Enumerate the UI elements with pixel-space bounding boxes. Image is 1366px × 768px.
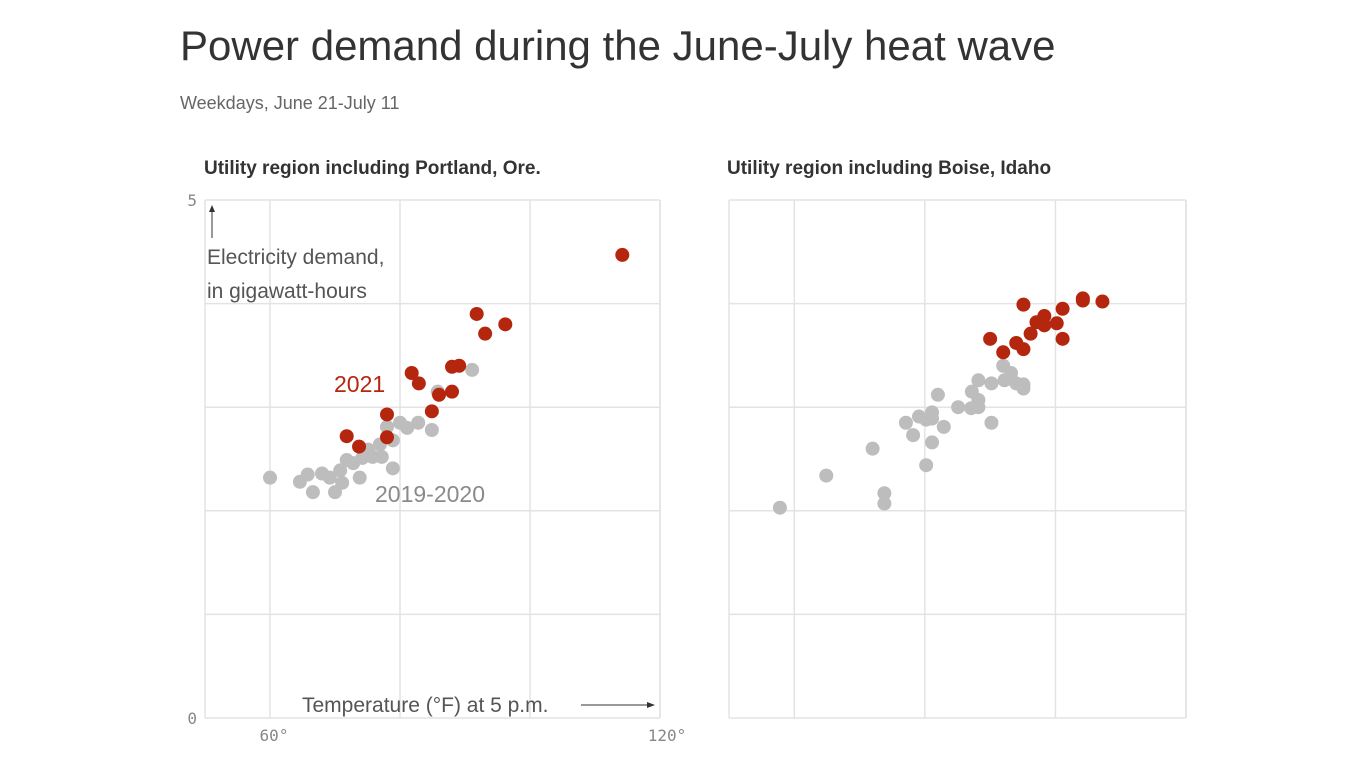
data-point-y2021 bbox=[1016, 342, 1031, 357]
data-point-y2021 bbox=[404, 366, 419, 381]
data-point-y2021 bbox=[1095, 294, 1110, 309]
data-point-y2021 bbox=[1055, 331, 1070, 346]
data-point-y2019-2020 bbox=[906, 428, 921, 443]
data-point-y2021 bbox=[469, 306, 484, 321]
x-axis-label: Temperature (°F) at 5 p.m. bbox=[302, 694, 548, 717]
data-point-y2021 bbox=[339, 429, 354, 444]
data-point-y2021 bbox=[424, 404, 439, 419]
chart-title: Power demand during the June-July heat w… bbox=[180, 22, 1056, 69]
data-point-y2019-2020 bbox=[400, 420, 415, 435]
data-point-y2021 bbox=[352, 439, 367, 454]
data-point-y2019-2020 bbox=[333, 463, 348, 478]
data-point-y2019-2020 bbox=[930, 387, 945, 402]
data-point-y2019-2020 bbox=[305, 485, 320, 500]
x-tick-120: 120° bbox=[648, 726, 687, 745]
panel-title-portland: Utility region including Portland, Ore. bbox=[204, 158, 541, 179]
data-point-y2019-2020 bbox=[322, 470, 337, 485]
data-point-y2021 bbox=[1037, 318, 1052, 333]
data-point-y2019-2020 bbox=[819, 468, 834, 483]
chart-subtitle: Weekdays, June 21-July 11 bbox=[180, 93, 400, 113]
data-point-y2019-2020 bbox=[865, 441, 880, 456]
data-point-y2019-2020 bbox=[971, 373, 986, 388]
data-point-y2019-2020 bbox=[1016, 381, 1031, 396]
data-point-y2019-2020 bbox=[263, 470, 277, 485]
y-axis-arrowhead bbox=[209, 205, 215, 212]
x-tick-60: 60° bbox=[260, 726, 289, 745]
y-axis-label-line1: Electricity demand, bbox=[207, 246, 384, 269]
data-point-y2021 bbox=[432, 387, 446, 402]
data-point-y2019-2020 bbox=[772, 500, 787, 515]
data-point-y2019-2020 bbox=[919, 458, 934, 473]
data-point-y2019-2020 bbox=[385, 461, 400, 476]
data-point-y2019-2020 bbox=[411, 415, 426, 430]
y-axis-label-line2: in gigawatt-hours bbox=[207, 280, 367, 303]
data-point-y2019-2020 bbox=[380, 419, 394, 434]
data-point-y2021 bbox=[1016, 297, 1031, 312]
panel-boise bbox=[728, 199, 1187, 719]
data-point-y2021 bbox=[996, 345, 1011, 360]
data-point-y2019-2020 bbox=[925, 435, 940, 450]
series-label-2021: 2021 bbox=[334, 371, 385, 397]
y-tick-5: 5 bbox=[187, 191, 197, 210]
data-point-y2019-2020 bbox=[335, 475, 350, 490]
data-point-y2021 bbox=[445, 384, 459, 399]
data-point-y2021 bbox=[380, 430, 394, 445]
data-point-y2019-2020 bbox=[984, 376, 999, 391]
data-point-y2019-2020 bbox=[997, 373, 1012, 388]
data-point-y2019-2020 bbox=[936, 419, 951, 434]
data-point-y2019-2020 bbox=[984, 415, 999, 430]
data-point-y2021 bbox=[452, 358, 467, 373]
data-point-y2021 bbox=[1075, 293, 1090, 308]
data-point-y2021 bbox=[380, 407, 394, 422]
data-point-y2021 bbox=[1023, 326, 1038, 341]
data-point-y2021 bbox=[498, 317, 513, 332]
data-point-y2019-2020 bbox=[352, 470, 367, 485]
panel-title-boise: Utility region including Boise, Idaho bbox=[727, 158, 1052, 179]
series-label-2019-2020: 2019-2020 bbox=[375, 481, 485, 507]
data-point-y2021 bbox=[615, 247, 630, 262]
data-point-y2019-2020 bbox=[374, 449, 389, 464]
data-point-y2019-2020 bbox=[424, 422, 439, 437]
data-point-y2019-2020 bbox=[877, 496, 892, 511]
data-point-y2021 bbox=[411, 376, 426, 391]
data-point-y2019-2020 bbox=[971, 392, 986, 407]
data-point-y2019-2020 bbox=[877, 486, 892, 501]
data-point-y2019-2020 bbox=[465, 362, 480, 377]
data-point-y2021 bbox=[983, 331, 998, 346]
data-point-y2019-2020 bbox=[925, 411, 940, 426]
data-point-y2021 bbox=[1055, 301, 1070, 316]
data-point-y2019-2020 bbox=[898, 415, 913, 430]
data-point-y2021 bbox=[1049, 316, 1064, 331]
data-point-y2021 bbox=[478, 326, 493, 341]
data-point-y2019-2020 bbox=[300, 467, 315, 482]
x-axis-arrowhead bbox=[647, 702, 655, 708]
data-point-y2019-2020 bbox=[951, 400, 966, 415]
y-tick-0: 0 bbox=[187, 709, 197, 728]
panel-portland bbox=[204, 199, 661, 719]
